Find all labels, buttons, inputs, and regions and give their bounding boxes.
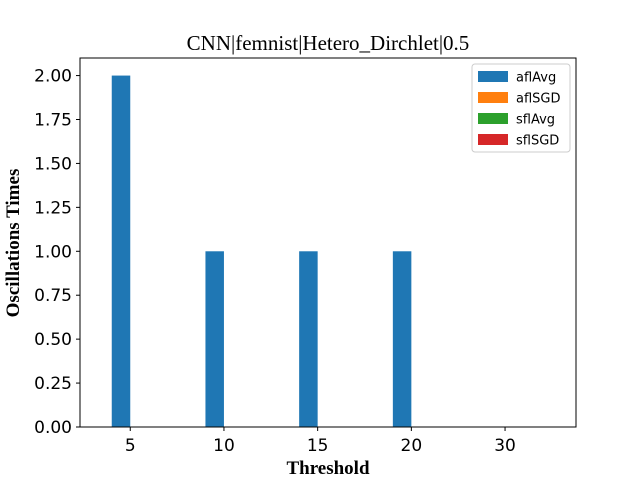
y-tick-label: 0.00 [34, 418, 72, 438]
bar-aflAvg-15 [299, 251, 318, 427]
legend-box [471, 63, 571, 153]
x-tick-label: 10 [213, 436, 235, 456]
legend-label-aflSGD: aflSGD [516, 92, 561, 107]
x-tick-label: 15 [307, 436, 329, 456]
legend-swatch-sflSGD [478, 134, 508, 145]
legend-label-sflAvg: sflAvg [516, 113, 555, 128]
plot-frame [79, 57, 577, 428]
y-axis-label: Oscillations Times [3, 169, 24, 318]
legend-label-sflSGD: sflSGD [516, 134, 559, 149]
legend-swatch-sflAvg [478, 113, 508, 124]
x-axis-label: Threshold [286, 458, 370, 479]
y-tick-label: 0.50 [34, 330, 72, 350]
legend-label-aflAvg: aflAvg [516, 71, 556, 86]
y-tick-label: 0.25 [34, 374, 72, 394]
y-tick-label: 1.50 [34, 154, 72, 174]
bar-aflAvg-5 [111, 75, 131, 428]
legend-swatch-aflAvg [478, 71, 508, 82]
legend: aflAvg aflSGD sflAvg sflSGD [471, 63, 571, 153]
axes-layer [79, 57, 577, 428]
x-tick-label: 30 [494, 436, 516, 456]
bars-layer [111, 75, 412, 428]
bar-aflAvg-20 [392, 251, 412, 427]
y-tick-label: 1.00 [34, 242, 72, 262]
y-tick-label: 0.75 [34, 286, 72, 306]
y-tick-label: 1.25 [34, 198, 72, 218]
y-tick-label: 1.75 [34, 111, 72, 131]
x-tick-label: 20 [401, 436, 423, 456]
y-tick-label: 2.00 [34, 67, 72, 87]
ticks-layer: 0.00 0.25 0.50 0.75 1.00 1.25 1.50 1.75 2.00 5 10 1… [34, 67, 516, 456]
x-tick-label: 5 [125, 436, 136, 456]
chart-title: CNN|femnist|Hetero_Dirchlet|0.5 [187, 31, 470, 55]
legend-swatch-aflSGD [478, 92, 508, 103]
bar-aflAvg-10 [205, 251, 224, 427]
